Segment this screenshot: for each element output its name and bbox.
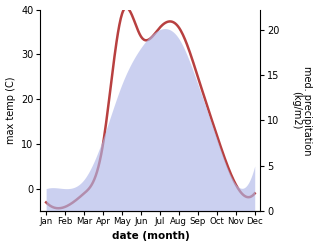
Y-axis label: max temp (C): max temp (C)	[5, 77, 16, 144]
X-axis label: date (month): date (month)	[112, 231, 189, 242]
Y-axis label: med. precipitation
(kg/m2): med. precipitation (kg/m2)	[291, 66, 313, 155]
